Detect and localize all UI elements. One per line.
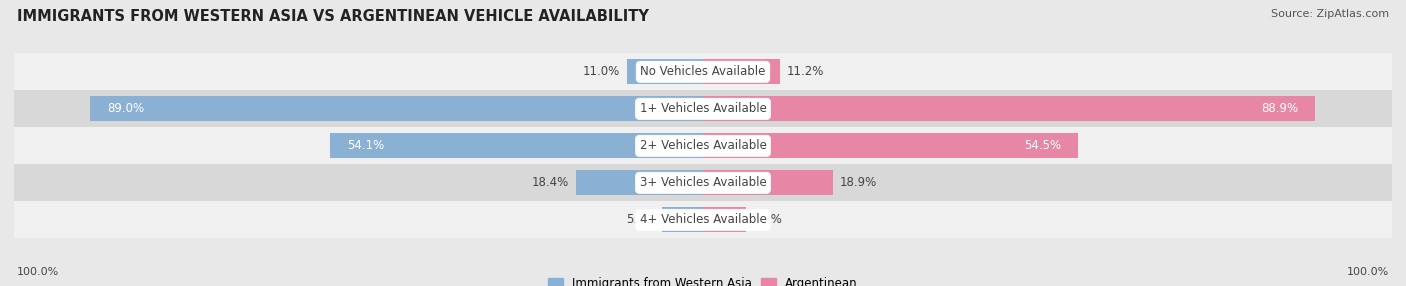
Bar bbox=[14, 127, 1392, 164]
Text: Source: ZipAtlas.com: Source: ZipAtlas.com bbox=[1271, 9, 1389, 19]
Text: 4+ Vehicles Available: 4+ Vehicles Available bbox=[640, 213, 766, 227]
Text: 54.5%: 54.5% bbox=[1024, 139, 1062, 152]
Text: 100.0%: 100.0% bbox=[17, 267, 59, 277]
Bar bbox=[14, 90, 1392, 127]
Text: 100.0%: 100.0% bbox=[1347, 267, 1389, 277]
Bar bbox=[14, 164, 1392, 201]
Text: 6.2%: 6.2% bbox=[752, 213, 783, 227]
Bar bbox=[703, 133, 1078, 158]
Bar bbox=[703, 59, 780, 84]
Bar bbox=[627, 59, 703, 84]
Text: 18.9%: 18.9% bbox=[841, 176, 877, 189]
Bar bbox=[662, 207, 703, 233]
Text: No Vehicles Available: No Vehicles Available bbox=[640, 65, 766, 78]
Text: 89.0%: 89.0% bbox=[107, 102, 145, 115]
Bar bbox=[703, 96, 1316, 122]
Text: 3+ Vehicles Available: 3+ Vehicles Available bbox=[640, 176, 766, 189]
Text: IMMIGRANTS FROM WESTERN ASIA VS ARGENTINEAN VEHICLE AVAILABILITY: IMMIGRANTS FROM WESTERN ASIA VS ARGENTIN… bbox=[17, 9, 648, 23]
Bar bbox=[14, 53, 1392, 90]
Bar bbox=[576, 170, 703, 195]
Bar bbox=[703, 170, 834, 195]
Text: 5.9%: 5.9% bbox=[626, 213, 655, 227]
Text: 54.1%: 54.1% bbox=[347, 139, 385, 152]
Bar bbox=[14, 201, 1392, 239]
Text: 18.4%: 18.4% bbox=[531, 176, 569, 189]
Legend: Immigrants from Western Asia, Argentinean: Immigrants from Western Asia, Argentinea… bbox=[544, 272, 862, 286]
Bar bbox=[330, 133, 703, 158]
Text: 11.2%: 11.2% bbox=[787, 65, 824, 78]
Text: 88.9%: 88.9% bbox=[1261, 102, 1298, 115]
Text: 11.0%: 11.0% bbox=[583, 65, 620, 78]
Text: 1+ Vehicles Available: 1+ Vehicles Available bbox=[640, 102, 766, 115]
Text: 2+ Vehicles Available: 2+ Vehicles Available bbox=[640, 139, 766, 152]
Bar bbox=[703, 207, 745, 233]
Bar bbox=[90, 96, 703, 122]
